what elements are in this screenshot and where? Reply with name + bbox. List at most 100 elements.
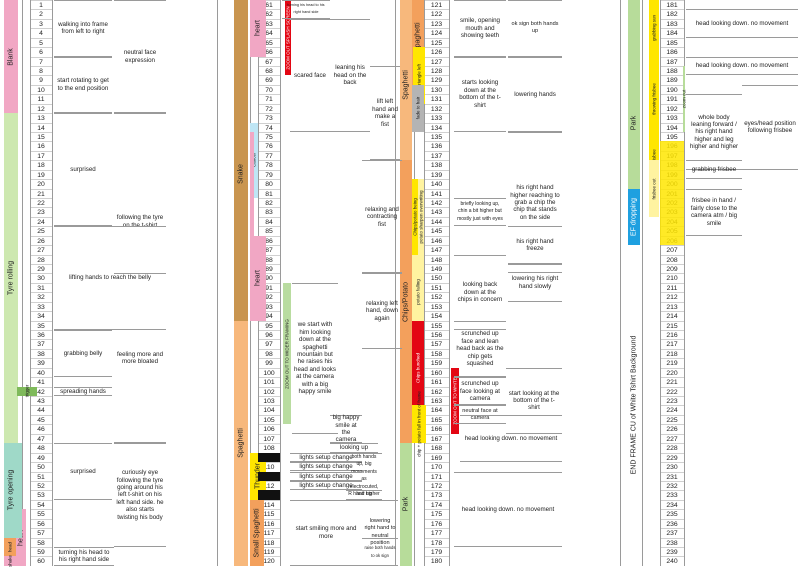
frame-number: 209 <box>660 264 684 273</box>
frame-number: 73 <box>258 113 280 122</box>
note-text: lights setup change <box>299 463 353 471</box>
frame-number: 85 <box>258 226 280 235</box>
frame-number: 189 <box>660 75 684 84</box>
frame-number: 30 <box>30 273 52 282</box>
note-text: surprised <box>70 166 96 174</box>
scene-small-spaghetti: Small Spaghetti <box>250 499 264 566</box>
note-c3_g: his right hand freeze <box>508 226 562 265</box>
section-divider <box>217 0 218 566</box>
frame-number: 232 <box>660 480 684 490</box>
note-text: starts looking down at the bottom of the… <box>459 79 501 109</box>
note-c2_d: lift left hand and make a fist <box>370 66 400 161</box>
frame-number: 100 <box>258 367 280 377</box>
frame-number: 21 <box>30 188 52 198</box>
scene-heart-a: heart <box>16 509 26 566</box>
frame-number: 237 <box>660 528 684 537</box>
frame-number: 182 <box>660 9 684 18</box>
frame-number: 231 <box>660 471 684 481</box>
frame-number: 6 <box>30 47 52 56</box>
frame-number: 4 <box>30 28 52 37</box>
frame-number: 14 <box>30 122 52 132</box>
note-text: looking back down at the chips in concer… <box>457 281 503 304</box>
note-text: relaxing left hand, down again <box>366 300 398 322</box>
scene-cancel-pink <box>250 132 254 321</box>
scene-shake-label: shake <box>7 555 13 567</box>
frame-number: 229 <box>660 452 684 462</box>
frame-number: 16 <box>30 141 52 150</box>
note-c3_k: scrunched up face looking at camera <box>454 377 506 406</box>
scene-trigger: trigger <box>17 385 37 398</box>
frame-number: 31 <box>30 282 52 292</box>
note-c2_e: relaxing and contracting fist <box>362 160 402 274</box>
frame-number: 240 <box>660 556 684 565</box>
frame-number: 46 <box>30 424 52 433</box>
frame-number: 57 <box>30 528 52 537</box>
potato-sharpen-bar-label: potato sharpen overwriting <box>418 190 424 244</box>
frame-number: 149 <box>424 264 449 273</box>
potato-sharpen-bar: potato sharpen overwriting <box>418 179 424 255</box>
frame-number: 133 <box>424 113 449 122</box>
frame-number: 101 <box>258 377 280 386</box>
note-text: surprised <box>70 467 96 475</box>
scene-park-c4: Park <box>628 0 640 246</box>
frame-number: 119 <box>258 546 280 556</box>
frame-number: 187 <box>660 56 684 66</box>
frame-number: 127 <box>424 56 449 66</box>
frame-number: 1 <box>30 0 52 9</box>
frame-number: 137 <box>424 150 449 160</box>
frame-number: 165 <box>424 414 449 424</box>
scene-heart-b: heart <box>250 0 266 57</box>
note-c2_k: lights setup change <box>290 462 362 472</box>
frame-number: 50 <box>30 462 52 471</box>
frame-highlight <box>660 188 684 199</box>
note-c3_d: lowering hands <box>508 56 562 133</box>
frame-highlight <box>660 216 684 227</box>
frame-number: 169 <box>424 452 449 462</box>
frame-number: 87 <box>258 245 280 254</box>
frame-number: 224 <box>660 405 684 414</box>
frame-highlight <box>660 150 684 161</box>
note-c2_f: we start with him looking down at the sp… <box>292 282 338 434</box>
scene-head: head <box>4 537 16 557</box>
scene-tyre-opening: Tyre opening <box>4 443 18 538</box>
frame-number: 152 <box>424 292 449 301</box>
frame-number: 215 <box>660 320 684 330</box>
scene-chips-potato: Chips/Potato <box>400 160 412 444</box>
frame-number: 74 <box>258 122 280 132</box>
frame-number: 58 <box>30 537 52 547</box>
note-text: spreading hands <box>60 387 106 395</box>
frame-number: 94 <box>258 311 280 320</box>
note-text: ok sign both hands up <box>511 20 559 35</box>
frame-number: 222 <box>660 386 684 396</box>
frame-number: 124 <box>424 28 449 37</box>
note-c4_b: head looking down. no movement <box>686 56 798 76</box>
frame-number: 55 <box>30 509 52 518</box>
frame-number: 68 <box>258 66 280 75</box>
frame-number: 134 <box>424 122 449 132</box>
note-text: his right hand higher reaching to grab a… <box>510 184 560 221</box>
frame-number: 221 <box>660 377 684 386</box>
note-c2_c: leaning his head on the back <box>330 18 370 133</box>
note-text: following the tyre on the t-shirt <box>116 214 164 229</box>
frame-number: 76 <box>258 141 280 150</box>
frame-number: 27 <box>30 245 52 254</box>
frame-number: 17 <box>30 150 52 160</box>
note-text: neutral face expression <box>123 49 157 64</box>
scene-end-frame: END FRAME CU of White Tshirt Background <box>628 245 640 566</box>
frame-number: 41 <box>30 377 52 386</box>
note-c3_l: neutral face at camera <box>454 405 506 425</box>
frame-number: 225 <box>660 414 684 424</box>
note-c2_a: turning his head to his right hand side <box>282 0 330 19</box>
frame-number: 164 <box>424 405 449 414</box>
note-text: smile, opening mouth and showing teeth <box>460 17 500 39</box>
note-text: curiously eye following the tyre going a… <box>116 469 164 521</box>
frame-number: 28 <box>30 254 52 264</box>
note-text: scrunched up face and lean head back as … <box>456 330 504 367</box>
frame-number: 179 <box>424 546 449 556</box>
note-c3_n: head looking down. no movement <box>460 414 562 463</box>
frame-number: 234 <box>660 499 684 509</box>
frame-number: 154 <box>424 311 449 320</box>
frame-number: 103 <box>258 396 280 405</box>
frame-number: 220 <box>660 367 684 377</box>
note-c3_e: his right hand higher reaching to grab a… <box>508 132 562 274</box>
